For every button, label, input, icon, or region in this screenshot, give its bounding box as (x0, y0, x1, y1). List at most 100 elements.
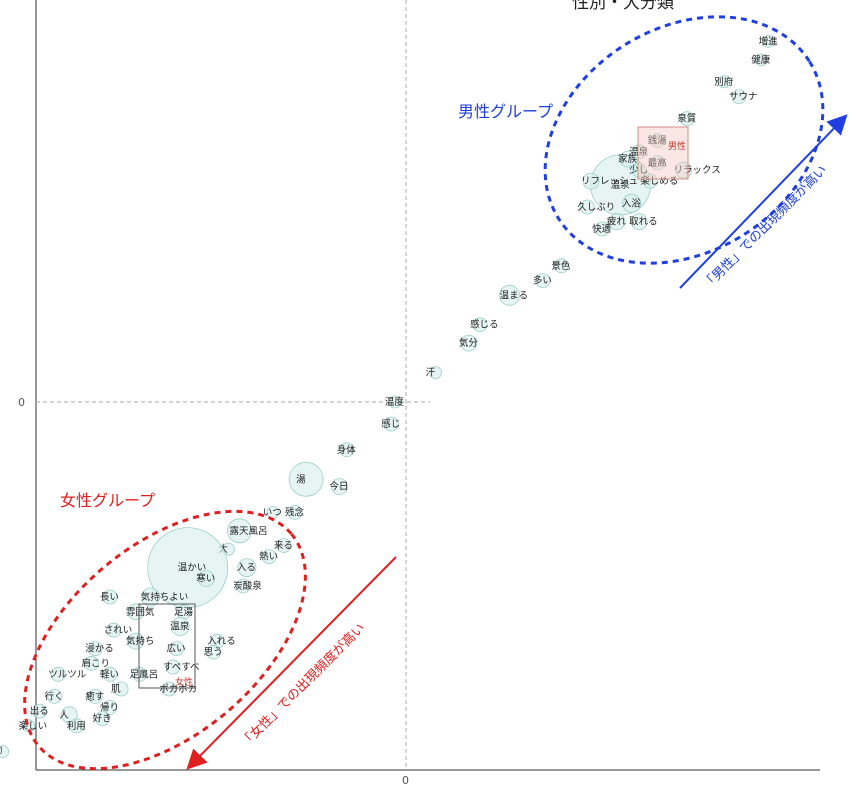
female-frequency-arrow (186, 556, 397, 770)
point-label: 入る (237, 563, 256, 574)
point-bubble (388, 395, 402, 409)
point-label: 最高 (648, 157, 667, 169)
point-bubble (60, 706, 78, 724)
point-bubble (619, 150, 637, 168)
point-bubble (460, 334, 478, 352)
point-bubble (287, 505, 303, 520)
point-label: 残念 (285, 506, 305, 518)
point-bubble (622, 193, 642, 213)
point-label: 家族 (618, 153, 638, 165)
point-label: 好き (93, 713, 112, 725)
point-bubble (161, 681, 177, 697)
point-bubble (170, 617, 190, 636)
point-label: ポカポカ (159, 684, 197, 695)
point-label: 来る (274, 541, 293, 552)
y-zero-tick: 0 (18, 396, 25, 409)
point-bubble (330, 478, 348, 496)
point-label: 肌 (111, 684, 121, 695)
point-bubble (237, 558, 257, 577)
point-label: 久しぶり (577, 201, 615, 213)
point-bubble (579, 199, 595, 215)
point-bubble (206, 644, 222, 660)
point-bubble (754, 53, 768, 67)
female-group-label: 女性グループ (60, 491, 155, 510)
point-label: 広い (167, 643, 186, 655)
point-bubble (642, 173, 658, 189)
point-bubble (535, 273, 551, 289)
male-category-box (637, 126, 689, 180)
point-label: 楽しい (19, 720, 48, 732)
point-label: 今日 (329, 481, 348, 493)
point-label: 少し (629, 165, 648, 176)
point-bubble (608, 213, 626, 231)
point-bubble (383, 416, 399, 432)
point-bubble (731, 89, 747, 104)
point-bubble (106, 622, 122, 638)
male-category-label: 男性 (668, 140, 686, 152)
point-bubble (227, 518, 252, 544)
point-label: 脚 (0, 747, 2, 758)
point-label: 入れる (207, 636, 236, 647)
point-label: 取れる (629, 217, 658, 228)
point-bubble (165, 659, 181, 675)
point-label: 入浴 (622, 198, 642, 209)
x-zero-tick: 0 (402, 774, 409, 787)
point-label: 人 (59, 710, 69, 721)
point-bubble (32, 703, 48, 719)
point-label: 疲れ (607, 216, 627, 228)
point-bubble (102, 666, 118, 682)
chart-title: 性別・大分類 (572, 0, 674, 13)
point-label: サウナ (729, 92, 758, 103)
point-bubble (276, 538, 292, 553)
point-bubble (261, 549, 277, 564)
female-category-label: 女性 (175, 676, 193, 688)
point-bubble (169, 641, 185, 656)
point-bubble (50, 666, 66, 682)
point-bubble (630, 213, 648, 231)
point-bubble (679, 111, 695, 126)
male-frequency-arrow (679, 114, 848, 289)
point-label: 温泉 (629, 146, 649, 158)
point-bubble (0, 745, 10, 758)
point-label: 浸かる (85, 644, 114, 655)
point-label: 癒す (85, 690, 104, 702)
point-bubble (102, 700, 118, 715)
point-label: リフレッシュ (581, 176, 638, 187)
point-bubble (87, 641, 103, 656)
point-bubble (84, 655, 99, 671)
female-group-ellipse (23, 509, 307, 771)
point-label: 温泉 (611, 179, 631, 191)
point-label: 露天風呂 (230, 526, 268, 537)
point-label: リラックス (674, 165, 721, 176)
point-bubble (717, 75, 731, 89)
point-label: 気分 (459, 337, 479, 349)
point-bubble (650, 155, 665, 171)
point-label: すべすべ (163, 662, 200, 673)
point-bubble (47, 689, 62, 704)
point-bubble (472, 317, 488, 333)
point-label: 行く (45, 690, 64, 702)
point-label: 感じる (470, 319, 499, 331)
male-group-label: 男性グループ (458, 102, 553, 121)
point-label: 長い (100, 592, 119, 603)
point-label: 身体 (337, 444, 357, 456)
male-group-ellipse (543, 15, 825, 265)
point-label: 快適 (592, 223, 612, 235)
point-bubble (339, 442, 355, 458)
point-label: 思う (204, 647, 223, 658)
point-label: 帰り (100, 701, 119, 713)
point-label: 汗 (426, 367, 436, 379)
point-label: 出る (30, 705, 49, 717)
point-label: 感じ (381, 418, 400, 430)
point-label: 泉質 (677, 113, 696, 125)
point-bubble (197, 570, 215, 587)
point-label: 足風呂 (130, 669, 159, 680)
point-bubble (429, 366, 443, 380)
point-label: 景色 (551, 260, 571, 272)
point-bubble (69, 718, 85, 734)
point-label: 湯 (296, 473, 306, 485)
point-bubble (762, 35, 775, 48)
point-label: 気持ち (126, 635, 155, 647)
